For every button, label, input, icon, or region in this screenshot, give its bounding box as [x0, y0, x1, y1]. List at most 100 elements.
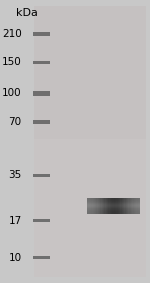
FancyBboxPatch shape [34, 55, 146, 57]
FancyBboxPatch shape [87, 211, 140, 212]
Text: 100: 100 [2, 88, 22, 98]
FancyBboxPatch shape [34, 33, 146, 36]
FancyBboxPatch shape [34, 231, 146, 234]
FancyBboxPatch shape [34, 65, 146, 68]
FancyBboxPatch shape [136, 198, 138, 214]
FancyBboxPatch shape [123, 198, 124, 214]
FancyBboxPatch shape [34, 242, 146, 245]
FancyBboxPatch shape [34, 16, 146, 19]
FancyBboxPatch shape [34, 139, 146, 142]
FancyBboxPatch shape [34, 63, 146, 65]
FancyBboxPatch shape [34, 14, 146, 16]
FancyBboxPatch shape [34, 171, 146, 174]
Text: 17: 17 [8, 216, 22, 226]
Text: 35: 35 [8, 170, 22, 181]
FancyBboxPatch shape [34, 237, 146, 239]
FancyBboxPatch shape [138, 198, 139, 214]
FancyBboxPatch shape [34, 267, 146, 269]
FancyBboxPatch shape [34, 125, 146, 128]
FancyBboxPatch shape [34, 93, 146, 95]
FancyBboxPatch shape [135, 198, 136, 214]
FancyBboxPatch shape [130, 198, 131, 214]
FancyBboxPatch shape [132, 198, 134, 214]
FancyBboxPatch shape [115, 198, 116, 214]
FancyBboxPatch shape [87, 202, 140, 203]
FancyBboxPatch shape [34, 182, 146, 185]
FancyBboxPatch shape [103, 198, 104, 214]
FancyBboxPatch shape [95, 198, 96, 214]
FancyBboxPatch shape [34, 207, 146, 209]
FancyBboxPatch shape [34, 109, 146, 112]
FancyBboxPatch shape [96, 198, 98, 214]
FancyBboxPatch shape [87, 209, 140, 210]
FancyBboxPatch shape [118, 198, 119, 214]
FancyBboxPatch shape [34, 185, 146, 188]
FancyBboxPatch shape [34, 71, 146, 74]
FancyBboxPatch shape [34, 68, 146, 71]
FancyBboxPatch shape [34, 253, 146, 256]
FancyBboxPatch shape [87, 210, 140, 211]
FancyBboxPatch shape [34, 106, 146, 109]
FancyBboxPatch shape [34, 74, 146, 76]
FancyBboxPatch shape [34, 209, 146, 212]
FancyBboxPatch shape [87, 208, 140, 209]
FancyBboxPatch shape [87, 212, 140, 213]
FancyBboxPatch shape [34, 275, 146, 277]
FancyBboxPatch shape [34, 215, 146, 218]
FancyBboxPatch shape [111, 198, 112, 214]
FancyBboxPatch shape [34, 41, 146, 44]
FancyBboxPatch shape [34, 98, 146, 101]
FancyBboxPatch shape [34, 95, 146, 98]
FancyBboxPatch shape [34, 25, 146, 27]
FancyBboxPatch shape [131, 198, 132, 214]
FancyBboxPatch shape [134, 198, 135, 214]
FancyBboxPatch shape [87, 198, 88, 214]
FancyBboxPatch shape [104, 198, 106, 214]
Text: kDa: kDa [16, 8, 38, 18]
FancyBboxPatch shape [34, 201, 146, 204]
FancyBboxPatch shape [116, 198, 118, 214]
FancyBboxPatch shape [87, 204, 140, 205]
FancyBboxPatch shape [33, 91, 50, 96]
FancyBboxPatch shape [34, 218, 146, 220]
FancyBboxPatch shape [87, 201, 140, 202]
FancyBboxPatch shape [34, 30, 146, 33]
FancyBboxPatch shape [34, 11, 146, 14]
FancyBboxPatch shape [34, 264, 146, 267]
FancyBboxPatch shape [87, 205, 140, 206]
FancyBboxPatch shape [90, 198, 91, 214]
FancyBboxPatch shape [119, 198, 120, 214]
FancyBboxPatch shape [34, 87, 146, 90]
FancyBboxPatch shape [34, 101, 146, 104]
FancyBboxPatch shape [33, 61, 50, 64]
FancyBboxPatch shape [34, 272, 146, 275]
FancyBboxPatch shape [34, 144, 146, 147]
FancyBboxPatch shape [34, 90, 146, 93]
FancyBboxPatch shape [34, 136, 146, 139]
FancyBboxPatch shape [34, 60, 146, 63]
FancyBboxPatch shape [107, 198, 108, 214]
FancyBboxPatch shape [98, 198, 99, 214]
FancyBboxPatch shape [34, 84, 146, 87]
FancyBboxPatch shape [34, 44, 146, 46]
FancyBboxPatch shape [87, 207, 140, 208]
FancyBboxPatch shape [34, 188, 146, 190]
FancyBboxPatch shape [34, 160, 146, 163]
FancyBboxPatch shape [34, 212, 146, 215]
FancyBboxPatch shape [33, 32, 50, 36]
FancyBboxPatch shape [34, 147, 146, 150]
FancyBboxPatch shape [34, 158, 146, 160]
FancyBboxPatch shape [34, 150, 146, 152]
FancyBboxPatch shape [122, 198, 123, 214]
FancyBboxPatch shape [34, 52, 146, 55]
FancyBboxPatch shape [124, 198, 126, 214]
FancyBboxPatch shape [34, 223, 146, 226]
FancyBboxPatch shape [87, 203, 140, 204]
FancyBboxPatch shape [87, 198, 140, 199]
FancyBboxPatch shape [87, 213, 140, 214]
FancyBboxPatch shape [34, 142, 146, 144]
FancyBboxPatch shape [87, 199, 140, 200]
FancyBboxPatch shape [34, 6, 146, 277]
FancyBboxPatch shape [34, 199, 146, 201]
FancyBboxPatch shape [34, 258, 146, 261]
